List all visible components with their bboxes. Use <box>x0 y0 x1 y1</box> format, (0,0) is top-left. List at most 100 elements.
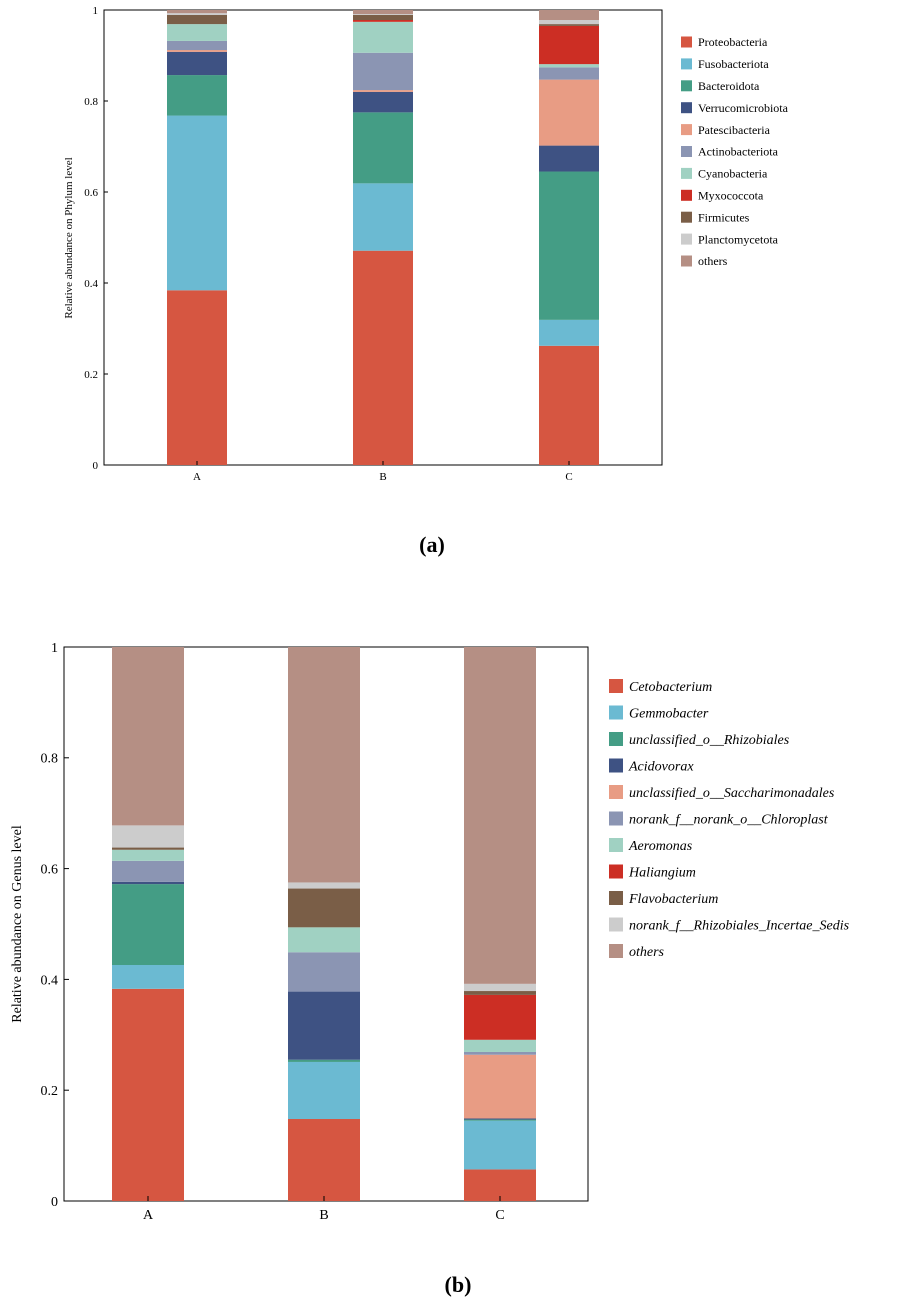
chart-genus: 0 0.2 0.4 0.6 0.8 1 A B C Relative abundance on… <box>10 641 850 1297</box>
y-tick-label: 0.6 <box>41 863 59 878</box>
legend-label: unclassified_o__Saccharimonadales <box>629 786 835 801</box>
bar-segment <box>353 52 413 91</box>
bar-segment <box>539 64 599 68</box>
legend-label: Fusobacteriota <box>698 57 769 71</box>
y-tick-label: 0.6 <box>84 187 98 199</box>
y-tick-label: 0.8 <box>41 752 59 767</box>
legend-swatch <box>609 705 623 720</box>
bar-segment <box>167 24 227 41</box>
legend-label: norank_f__norank_o__Chloroplast <box>629 812 829 827</box>
x-axis-a: A B C <box>193 461 573 483</box>
legend-b: Cetobacterium Gemmobacter unclassified_o__… <box>609 679 850 960</box>
bar-segment <box>353 250 413 465</box>
legend-label: Aeromonas <box>628 839 693 854</box>
bar-segment <box>464 994 536 1040</box>
legend-swatch <box>681 189 692 201</box>
legend-label: others <box>629 945 665 960</box>
bar-segment <box>112 988 184 1201</box>
legend-swatch <box>681 233 692 245</box>
bar-segment <box>353 14 413 16</box>
bar-segment <box>464 991 536 995</box>
bar-segment <box>288 1119 360 1201</box>
legend-label: others <box>698 254 728 268</box>
bar-segment <box>353 91 413 113</box>
bar-segment <box>288 882 360 889</box>
bar-segment <box>112 849 184 861</box>
legend-label: Haliangium <box>628 865 696 880</box>
legend-swatch <box>609 679 623 693</box>
legend-swatch <box>681 211 692 223</box>
bar-segment <box>539 345 599 465</box>
legend-swatch <box>681 80 692 92</box>
y-tick-label: 1 <box>93 5 99 17</box>
y-tick-label: 0.4 <box>84 278 98 290</box>
y-tick-label: 0.2 <box>41 1084 59 1099</box>
bar-segment <box>112 881 184 885</box>
bar-segment <box>353 10 413 15</box>
y-tick-label: 1 <box>51 641 58 656</box>
bar-segment <box>353 90 413 92</box>
panel-label-b: (b) <box>445 1272 472 1297</box>
x-tick-label: C <box>565 471 572 483</box>
legend-swatch <box>681 146 692 157</box>
y-tick-label: 0 <box>51 1195 58 1210</box>
legend-label: Proteobacteria <box>698 35 768 49</box>
x-tick-label: B <box>319 1208 328 1223</box>
legend-swatch <box>609 785 623 799</box>
bar-segment <box>167 15 227 25</box>
bar-segment <box>288 647 360 883</box>
bar-segment <box>464 1120 536 1170</box>
bar-segment <box>539 145 599 172</box>
bar-segment <box>539 171 599 320</box>
bar-segment <box>167 75 227 116</box>
y-axis-label-b: Relative abundance on Genus level <box>10 825 25 1023</box>
legend-label: Verrucomicrobiota <box>698 101 789 115</box>
bar-segment <box>539 67 599 80</box>
chart-phylum: 0 0.2 0.4 0.6 0.8 1 A B C Relative abundance on… <box>63 5 789 557</box>
bar-segment <box>167 115 227 291</box>
bar-segment <box>288 952 360 992</box>
bar-segment <box>167 51 227 76</box>
x-tick-label: B <box>379 471 386 483</box>
legend-swatch <box>609 944 623 958</box>
bar-segment <box>288 927 360 953</box>
bar-segment <box>112 884 184 965</box>
bar-segment <box>112 964 184 989</box>
legend-swatch <box>681 36 692 48</box>
y-axis-b: 0 0.2 0.4 0.6 0.8 1 <box>41 641 69 1210</box>
legend-swatch <box>681 102 692 114</box>
legend-label: unclassified_o__Rhizobiales <box>629 733 790 748</box>
legend-swatch <box>609 917 623 932</box>
x-axis-b: A B C <box>143 1196 505 1223</box>
bar-segment <box>464 647 536 984</box>
legend-swatch <box>681 255 692 267</box>
y-axis-label-a: Relative abundance on Phylum level <box>63 157 75 318</box>
bar-segment <box>112 860 184 882</box>
legend-label: Acidovorax <box>628 759 694 774</box>
legend-swatch <box>609 732 623 746</box>
y-tick-label: 0.8 <box>84 96 98 108</box>
bar-segment <box>167 290 227 465</box>
bar-segment <box>464 1169 536 1201</box>
bar-segment <box>288 888 360 928</box>
y-axis-a: 0 0.2 0.4 0.6 0.8 1 <box>84 5 108 472</box>
bar-segment <box>353 15 413 21</box>
bar-segment <box>288 1059 360 1062</box>
legend-swatch <box>609 758 623 773</box>
legend-label: Actinobacteriota <box>698 145 779 159</box>
y-tick-label: 0 <box>93 460 99 472</box>
legend-label: Planctomycetota <box>698 232 779 246</box>
bars-b <box>112 647 536 1201</box>
legend-a: Proteobacteria Fusobacteriota Bacteroidota… <box>681 35 789 268</box>
bar-segment <box>353 20 413 22</box>
bar-segment <box>464 1051 536 1055</box>
bar-segment <box>539 20 599 25</box>
bar-segment <box>288 991 360 1060</box>
bar-segment <box>112 847 184 850</box>
bar-segment <box>353 21 413 53</box>
panel-label-a: (a) <box>419 532 445 557</box>
x-tick-label: A <box>193 471 201 483</box>
legend-swatch <box>681 124 692 136</box>
bar-segment <box>353 183 413 251</box>
